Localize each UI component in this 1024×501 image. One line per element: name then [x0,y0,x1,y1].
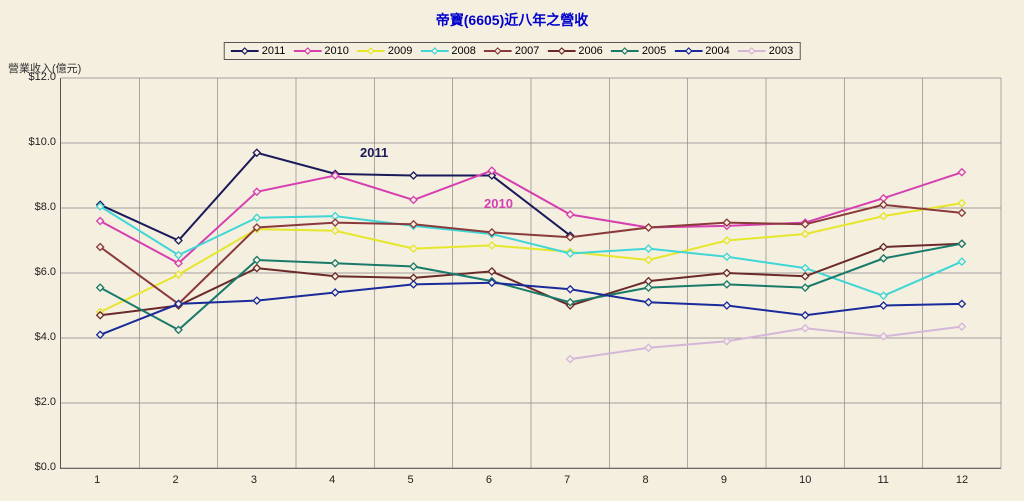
legend-swatch [231,46,259,56]
ytick-label: $2.0 [35,396,56,408]
legend-item: 2005 [611,45,666,57]
ytick-label: $12.0 [28,71,56,83]
legend-swatch [611,46,639,56]
legend-label: 2003 [769,45,793,57]
legend-label: 2011 [262,45,286,57]
legend-item: 2008 [420,45,475,57]
ytick-label: $0.0 [35,461,56,473]
ytick-label: $10.0 [28,136,56,148]
legend-swatch [674,46,702,56]
legend-swatch [484,46,512,56]
xtick-label: 4 [329,474,335,486]
ytick-label: $6.0 [35,266,56,278]
legend-label: 2004 [705,45,729,57]
legend-swatch [293,46,321,56]
legend-label: 2006 [578,45,602,57]
legend-box: 2011 2010 2009 2008 2007 2006 2005 2004 2003 [224,42,801,60]
chart-container: 帝寶(6605)近八年之營收 營業收入(億元) 2011201020092008… [0,0,1024,501]
xtick-label: 10 [799,474,811,486]
legend-item: 2006 [547,45,602,57]
xtick-label: 9 [721,474,727,486]
legend-label: 2008 [451,45,475,57]
inline-annotation: 2010 [484,196,513,211]
xtick-label: 6 [486,474,492,486]
legend-swatch [547,46,575,56]
xtick-label: 8 [643,474,649,486]
legend-item: 2007 [484,45,539,57]
xtick-label: 12 [956,474,968,486]
xtick-label: 2 [173,474,179,486]
xtick-label: 7 [564,474,570,486]
xtick-label: 11 [878,474,889,486]
legend-item: 2003 [738,45,793,57]
xtick-label: 3 [251,474,257,486]
chart-title: 帝寶(6605)近八年之營收 [0,10,1024,30]
legend-swatch [420,46,448,56]
legend-item: 2004 [674,45,729,57]
plot-area [60,78,1001,469]
legend-item: 2010 [293,45,348,57]
xtick-label: 1 [94,474,100,486]
legend-label: 2007 [515,45,539,57]
legend-item: 2011 [231,45,286,57]
legend-swatch [357,46,385,56]
plot-svg [61,78,1001,468]
legend-label: 2010 [324,45,348,57]
legend-item: 2009 [357,45,412,57]
inline-annotation: 2011 [360,145,388,160]
ytick-label: $8.0 [35,201,56,213]
legend-swatch [738,46,766,56]
xtick-label: 5 [408,474,414,486]
ytick-label: $4.0 [35,331,56,343]
legend-label: 2009 [388,45,412,57]
legend-label: 2005 [642,45,666,57]
